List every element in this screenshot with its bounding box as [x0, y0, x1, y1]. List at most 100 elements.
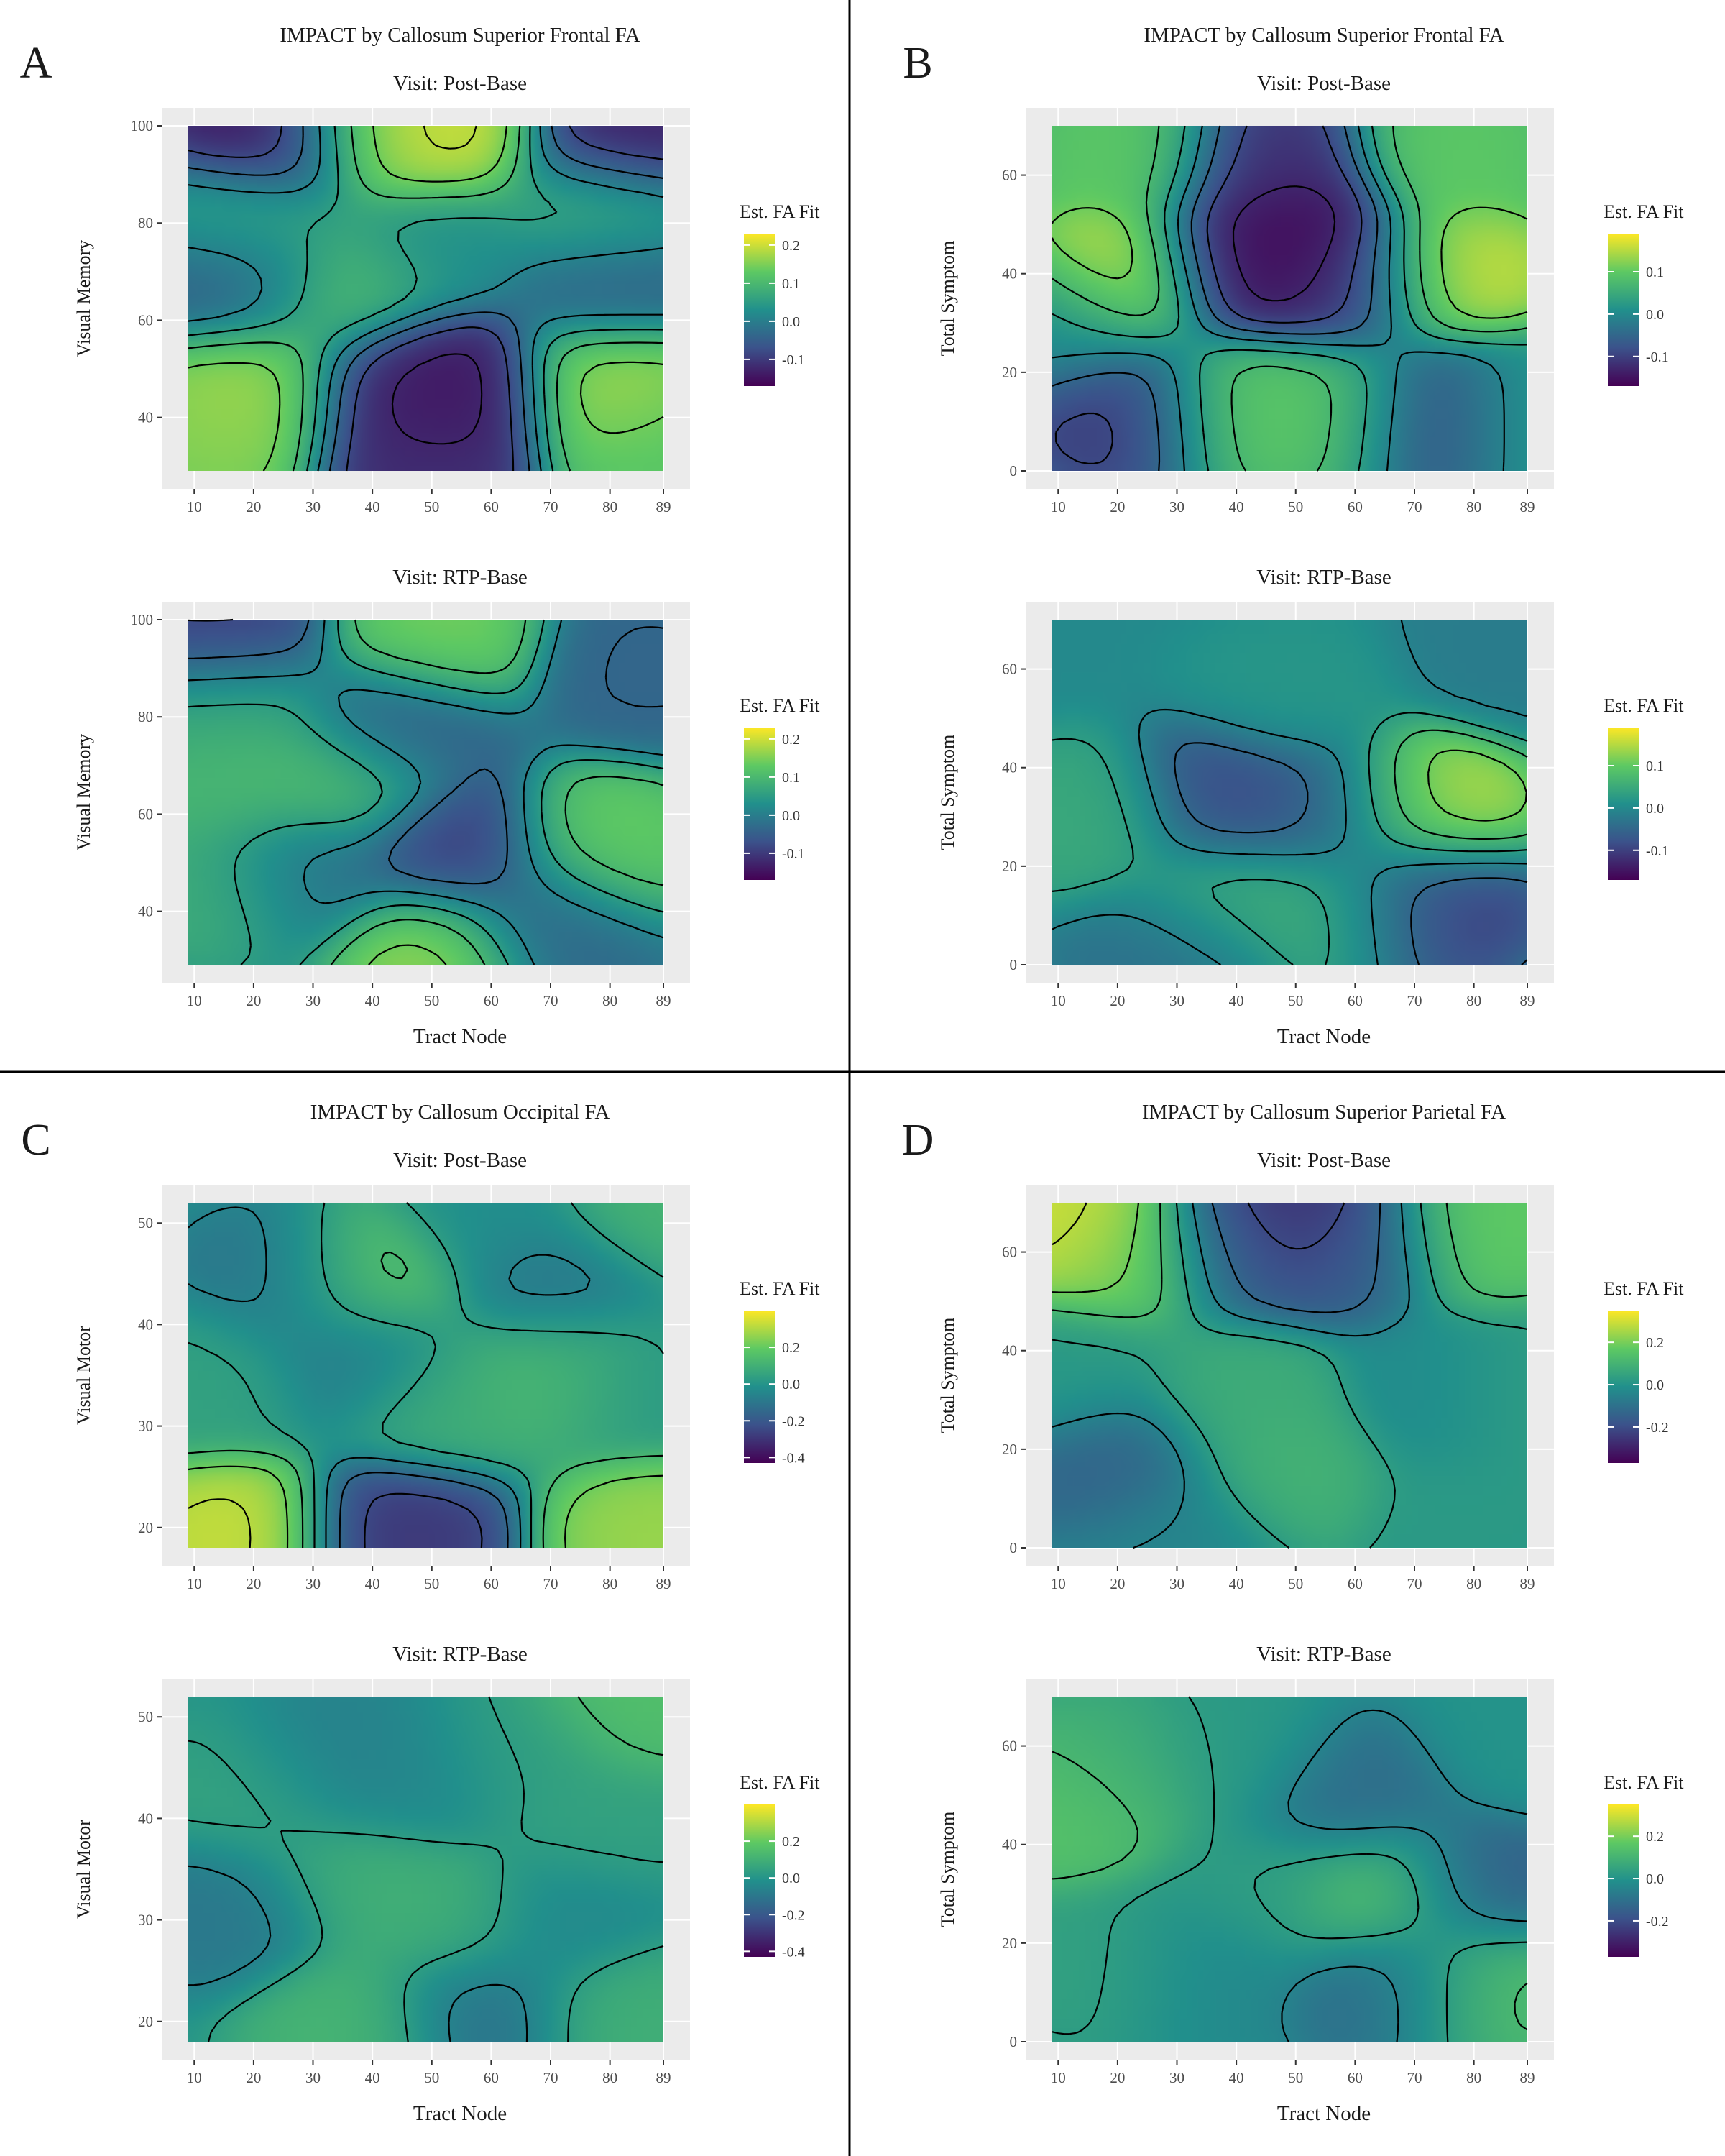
plot-b-1: Visit: Post-Base 10 20 30 40 50 60 70 80 89 0 20 40 6…	[937, 72, 1684, 515]
y-tick-label: 60	[1002, 167, 1017, 184]
x-tick-label: 10	[1051, 2069, 1066, 2086]
axes: 10 20 30 40 50 60 70 80 89 0 20 40 60 Total Symptom	[937, 1244, 1535, 1592]
y-axis-label: Visual Memory	[73, 734, 94, 850]
y-tick-label: 40	[138, 1809, 153, 1827]
y-tick-label: 80	[138, 214, 153, 231]
legend-tick-label: -0.1	[782, 846, 805, 862]
contour-line	[188, 125, 664, 472]
x-tick-label: 40	[365, 498, 380, 515]
contour-line	[188, 125, 664, 472]
x-tick-label: 60	[484, 1575, 499, 1592]
x-tick-label: 80	[1466, 992, 1481, 1009]
x-axis-label: Tract Node	[413, 2102, 507, 2125]
legend-title: Est. FA Fit	[740, 695, 820, 716]
panel-title: IMPACT by Callosum Occipital FA	[310, 1101, 610, 1124]
x-tick-label: 20	[1110, 2069, 1125, 2086]
legend-title: Est. FA Fit	[1604, 201, 1684, 222]
y-tick-label: 80	[138, 708, 153, 725]
panel-c: C IMPACT by Callosum Occipital FA Visit: P…	[21, 1101, 820, 2125]
y-tick-label: 0	[1010, 462, 1018, 480]
x-tick-label: 50	[424, 2069, 439, 2086]
x-tick-label: 80	[602, 992, 617, 1009]
contour-line	[188, 1498, 252, 1549]
legend-colorbar	[1608, 1311, 1639, 1463]
contour-lines	[188, 618, 664, 965]
plot-subtitle: Visit: Post-Base	[1257, 1149, 1391, 1172]
x-tick-label: 80	[1466, 1575, 1481, 1592]
legend-tick-label: -0.1	[1646, 349, 1669, 365]
x-tick-label: 50	[1288, 498, 1303, 515]
legend-tick-label: 0.0	[782, 1871, 800, 1886]
legend-tick-label: 0.0	[1646, 1871, 1664, 1887]
y-axis-label: Visual Motor	[73, 1326, 94, 1425]
x-tick-label: 40	[1229, 2069, 1244, 2086]
y-tick-label: 40	[138, 409, 153, 426]
contour-lines	[188, 125, 664, 472]
x-tick-label: 89	[656, 1575, 671, 1592]
contour-line	[188, 125, 664, 472]
contour-line	[1427, 749, 1527, 822]
x-tick-label: 60	[1348, 992, 1363, 1009]
axes: 10 20 30 40 50 60 70 80 89 0 20 40 60 Total Symptom Tr…	[937, 661, 1535, 1048]
x-tick-label: 30	[305, 992, 321, 1009]
panel-letter: D	[902, 1116, 934, 1165]
y-tick-label: 20	[1002, 858, 1017, 875]
x-tick-label: 20	[1110, 498, 1125, 515]
contour-lines	[188, 1696, 664, 2042]
legend-title: Est. FA Fit	[1604, 695, 1684, 716]
x-tick-label: 89	[1520, 498, 1535, 515]
x-tick-label: 30	[305, 1575, 321, 1592]
contour-lines	[1052, 1202, 1528, 1549]
x-tick-label: 10	[187, 498, 202, 515]
x-tick-label: 60	[484, 992, 499, 1009]
x-tick-label: 70	[543, 1575, 558, 1592]
y-axis-label: Total Symptom	[937, 1318, 958, 1433]
y-tick-label: 0	[1010, 2033, 1018, 2050]
x-tick-label: 70	[1407, 2069, 1422, 2086]
y-tick-label: 60	[138, 311, 153, 329]
x-tick-label: 60	[1348, 2069, 1363, 2086]
legend: Est. FA Fit 0.2 0.0 -0.2	[1604, 1772, 1684, 1957]
y-tick-label: 60	[1002, 661, 1017, 678]
y-tick-label: 40	[1002, 265, 1017, 283]
plot-d-1: Visit: Post-Base 10 20 30 40 50 60 70 80 89 0 20 40 6…	[937, 1149, 1684, 1592]
plot-subtitle: Visit: RTP-Base	[392, 566, 527, 589]
y-tick-label: 100	[131, 611, 154, 628]
panel-title: IMPACT by Callosum Superior Frontal FA	[1144, 24, 1504, 47]
contour-line	[1052, 1751, 1528, 2031]
x-tick-label: 10	[1051, 1575, 1066, 1592]
contour-line	[1052, 1202, 1140, 1293]
heatmap-surface	[188, 1203, 663, 1548]
legend-tick-label: -0.2	[1646, 1420, 1669, 1436]
legend: Est. FA Fit 0.1 0.0 -0.1	[1604, 201, 1684, 386]
heatmap-surface	[1052, 1697, 1527, 2042]
contour-line	[188, 1696, 664, 2042]
legend-tick-label: -0.4	[782, 1944, 805, 1960]
contour-line	[188, 1465, 664, 1549]
contour-lines	[188, 1202, 664, 1549]
y-tick-label: 100	[131, 117, 154, 134]
legend-tick-label: 0.2	[782, 732, 800, 748]
contour-line	[1394, 729, 1528, 840]
contour-line	[1052, 1202, 1528, 1549]
y-tick-label: 20	[138, 1519, 153, 1536]
y-tick-label: 40	[1002, 759, 1017, 776]
contour-line	[1052, 1202, 1410, 1549]
x-tick-label: 50	[1288, 992, 1303, 1009]
contour-line	[391, 353, 483, 445]
legend-tick-label: 0.1	[1646, 758, 1664, 774]
contour-line	[188, 125, 664, 472]
y-tick-label: 50	[138, 1214, 153, 1231]
plot-a-1: Visit: Post-Base 10 20 30 40 50 60 70 80 89 40 60 80…	[73, 72, 820, 515]
legend-title: Est. FA Fit	[740, 201, 820, 222]
legend-colorbar	[1608, 728, 1639, 880]
x-tick-label: 60	[1348, 498, 1363, 515]
contour-line	[188, 619, 664, 965]
legend-title: Est. FA Fit	[740, 1278, 820, 1299]
contour-line	[1174, 742, 1528, 965]
x-tick-label: 50	[1288, 1575, 1303, 1592]
x-tick-label: 80	[602, 498, 617, 515]
x-tick-label: 70	[1407, 498, 1422, 515]
y-axis-label: Visual Motor	[73, 1820, 94, 1919]
